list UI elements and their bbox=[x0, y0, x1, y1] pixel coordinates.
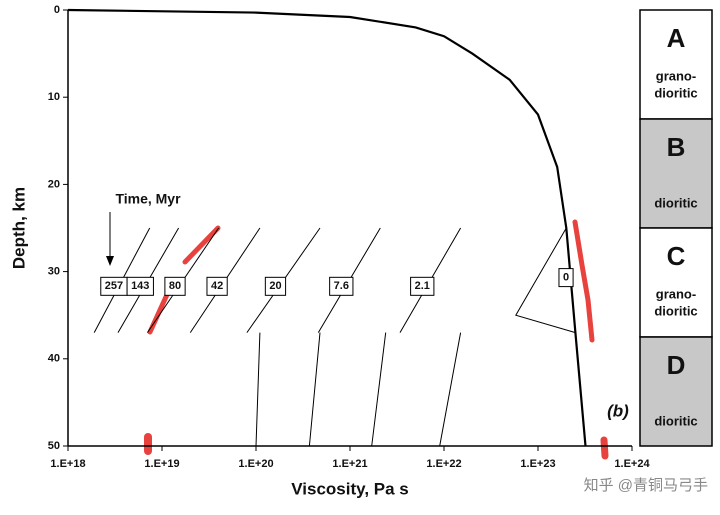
time-label: 80 bbox=[164, 276, 186, 296]
layer-text: dioritic bbox=[654, 303, 697, 318]
time-text: 20 bbox=[269, 280, 281, 292]
curve bbox=[189, 227, 261, 447]
x-tick-label: 1.E+19 bbox=[144, 458, 179, 470]
time-annotation: Time, Myr bbox=[115, 191, 181, 207]
y-axis-title: Depth, km bbox=[9, 187, 28, 269]
layer-box bbox=[639, 9, 713, 120]
layer-letter: A bbox=[667, 23, 686, 53]
time-box bbox=[264, 276, 287, 296]
y-tick-label: 0 bbox=[54, 4, 60, 16]
layer-letter: C bbox=[667, 241, 686, 271]
curve bbox=[317, 227, 387, 447]
layer-text: dioritic bbox=[654, 413, 697, 428]
x-tick-label: 1.E+22 bbox=[426, 458, 461, 470]
time-box bbox=[206, 276, 228, 296]
time-text: 7.6 bbox=[334, 280, 349, 292]
curve bbox=[399, 227, 462, 447]
y-tick-label: 40 bbox=[48, 353, 60, 365]
y-tick-label: 10 bbox=[48, 91, 60, 103]
time-label: 7.6 bbox=[329, 276, 354, 296]
time-text: 42 bbox=[211, 280, 223, 292]
time-label: 0 bbox=[558, 268, 574, 288]
layer-text: grano- bbox=[656, 286, 696, 301]
red-stroke bbox=[572, 219, 595, 343]
time-text: 143 bbox=[131, 280, 149, 292]
time-box bbox=[164, 276, 186, 296]
arrow-head bbox=[106, 256, 114, 266]
layer-letter: D bbox=[667, 350, 686, 380]
time-label: 143 bbox=[126, 276, 154, 296]
layer-box bbox=[639, 227, 713, 338]
curve bbox=[67, 8, 587, 447]
time-text: 0 bbox=[563, 272, 569, 284]
time-label: 257 bbox=[100, 276, 128, 296]
layer-box bbox=[639, 118, 713, 229]
x-axis-title: Viscosity, Pa s bbox=[291, 479, 409, 498]
curve bbox=[515, 227, 576, 334]
x-tick-label: 1.E+21 bbox=[332, 458, 367, 470]
y-tick-label: 20 bbox=[48, 178, 60, 190]
time-box bbox=[410, 276, 435, 296]
y-tick-label: 50 bbox=[48, 440, 60, 452]
layer-text: grano- bbox=[656, 68, 696, 83]
watermark: 知乎 @青铜马弓手 bbox=[584, 477, 708, 494]
time-box bbox=[126, 276, 154, 296]
layer-box bbox=[639, 336, 713, 447]
time-box bbox=[329, 276, 354, 296]
time-text: 80 bbox=[169, 280, 181, 292]
panel-label: (b) bbox=[607, 401, 629, 420]
x-tick-label: 1.E+23 bbox=[520, 458, 555, 470]
layer-text: dioritic bbox=[654, 85, 697, 100]
layer-text: dioritic bbox=[654, 195, 697, 210]
x-tick-label: 1.E+24 bbox=[614, 458, 650, 470]
x-tick-label: 1.E+20 bbox=[238, 458, 273, 470]
x-tick-label: 1.E+18 bbox=[50, 458, 85, 470]
time-text: 2.1 bbox=[415, 280, 430, 292]
time-box bbox=[558, 268, 574, 288]
curve bbox=[246, 227, 321, 447]
red-highlights bbox=[144, 219, 609, 460]
red-stroke bbox=[600, 436, 609, 460]
time-label: 42 bbox=[206, 276, 228, 296]
time-label: 20 bbox=[264, 276, 287, 296]
time-text: 257 bbox=[105, 280, 123, 292]
layer-letter: B bbox=[667, 132, 686, 162]
time-label: 2.1 bbox=[410, 276, 435, 296]
y-tick-label: 30 bbox=[48, 266, 60, 278]
